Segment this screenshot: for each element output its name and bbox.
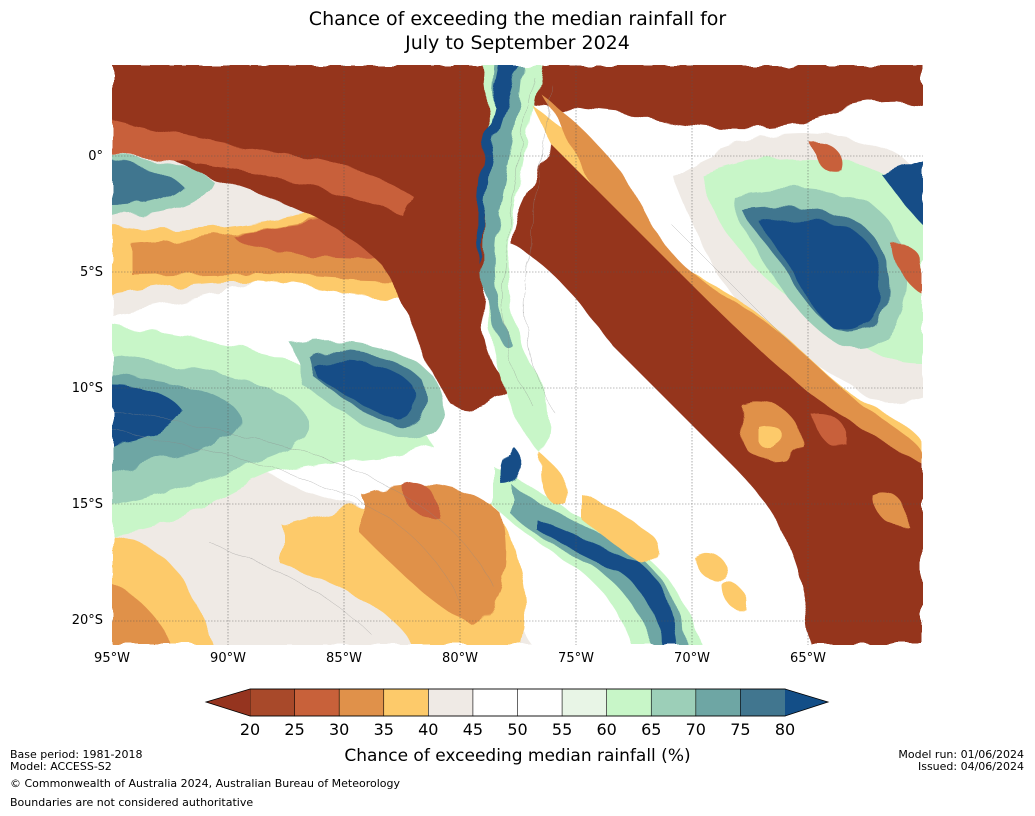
- colorbar-segment: [383, 688, 429, 717]
- colorbar-tick-label: 60: [596, 720, 617, 739]
- lon-label-65w: 65°W: [790, 651, 826, 666]
- colorbar: [204, 688, 830, 717]
- lat-label-10s: 10°S: [71, 381, 103, 396]
- colorbar-tick-label: 50: [507, 720, 528, 739]
- rainfall-probability-map: [112, 65, 923, 645]
- colorbar-segment: [650, 688, 697, 717]
- colorbar-segment: [695, 688, 742, 717]
- map-title-line1: Chance of exceeding the median rainfall …: [308, 8, 727, 30]
- lat-label-15s: 15°S: [71, 497, 103, 512]
- colorbar-segment: [249, 688, 296, 717]
- footer-copyright: © Commonwealth of Australia 2024, Austra…: [10, 777, 400, 790]
- colorbar-segments: [249, 688, 786, 717]
- map-title-line2: July to September 2024: [405, 32, 630, 54]
- colorbar-tick-label: 75: [730, 720, 751, 739]
- colorbar-segment: [561, 688, 608, 717]
- footer-issued: Issued: 04/06/2024: [917, 760, 1024, 773]
- colorbar-tick-label: 45: [462, 720, 484, 739]
- colorbar-tick-label: 35: [373, 720, 394, 739]
- colorbar-segment: [428, 688, 474, 717]
- footer-model-run: Model run: 01/06/2024: [898, 748, 1024, 761]
- colorbar-segment: [472, 688, 519, 717]
- colorbar-segment: [606, 688, 652, 717]
- lon-label-95w: 95°W: [94, 651, 130, 666]
- lon-label-70w: 70°W: [674, 651, 710, 666]
- colorbar-tick-label: 25: [284, 720, 305, 739]
- colorbar-segment: [740, 688, 786, 717]
- lon-label-80w: 80°W: [442, 651, 478, 666]
- probability-field: [112, 65, 923, 645]
- colorbar-tick-label: 65: [641, 720, 662, 739]
- colorbar-under-arrow: [206, 689, 250, 716]
- lat-label-0: 0°: [88, 149, 103, 164]
- colorbar-over-arrow: [785, 689, 828, 716]
- colorbar-tick-label: 20: [239, 720, 261, 739]
- colorbar-tick-label: 40: [418, 720, 439, 739]
- colorbar-segment: [294, 688, 340, 717]
- colorbar-segment: [517, 688, 563, 717]
- lat-label-5s: 5°S: [79, 265, 103, 280]
- colorbar-tick-label: 70: [685, 720, 706, 739]
- footer-boundaries: Boundaries are not considered authoritat…: [10, 796, 254, 809]
- footer-model: Model: ACCESS-S2: [10, 760, 112, 773]
- colorbar-tick-label: 55: [551, 720, 573, 739]
- lat-label-20s: 20°S: [71, 613, 103, 628]
- graticule: [112, 65, 923, 645]
- colorbar-tick-label: 30: [329, 720, 350, 739]
- lon-label-85w: 85°W: [326, 651, 362, 666]
- colorbar-label: Chance of exceeding median rainfall (%): [344, 746, 691, 766]
- footer-base-period: Base period: 1981-2018: [10, 748, 143, 761]
- lon-label-75w: 75°W: [558, 651, 594, 666]
- lon-label-90w: 90°W: [210, 651, 246, 666]
- colorbar-tick-label: 80: [774, 720, 796, 739]
- colorbar-segment: [338, 688, 385, 717]
